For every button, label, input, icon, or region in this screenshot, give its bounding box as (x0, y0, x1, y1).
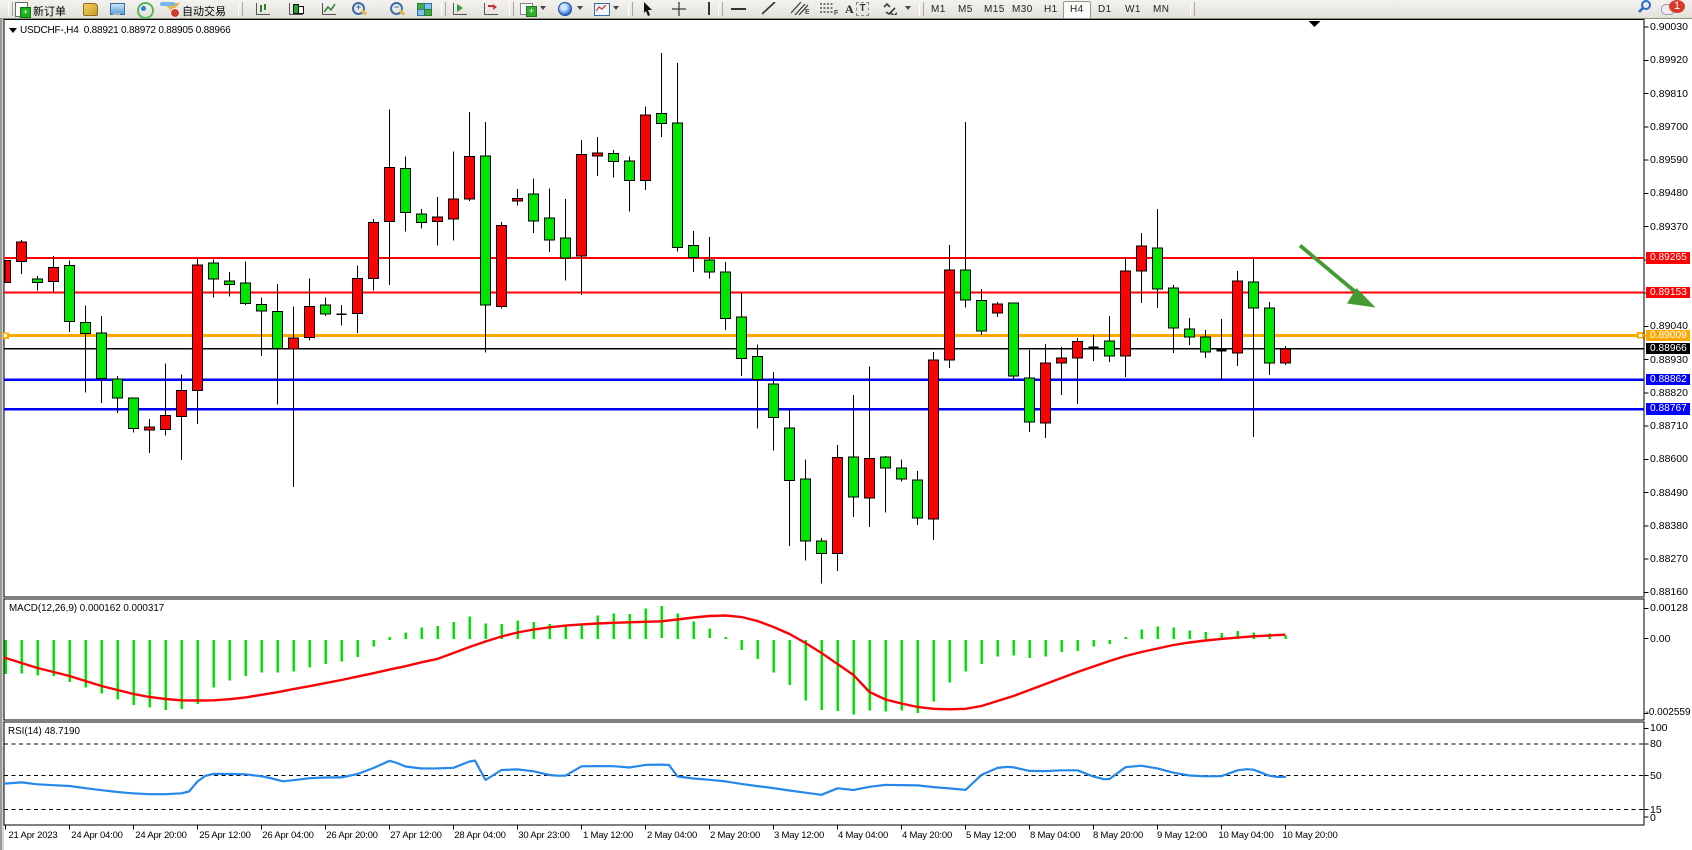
svg-text:E: E (805, 9, 810, 15)
svg-text:F: F (834, 10, 838, 15)
